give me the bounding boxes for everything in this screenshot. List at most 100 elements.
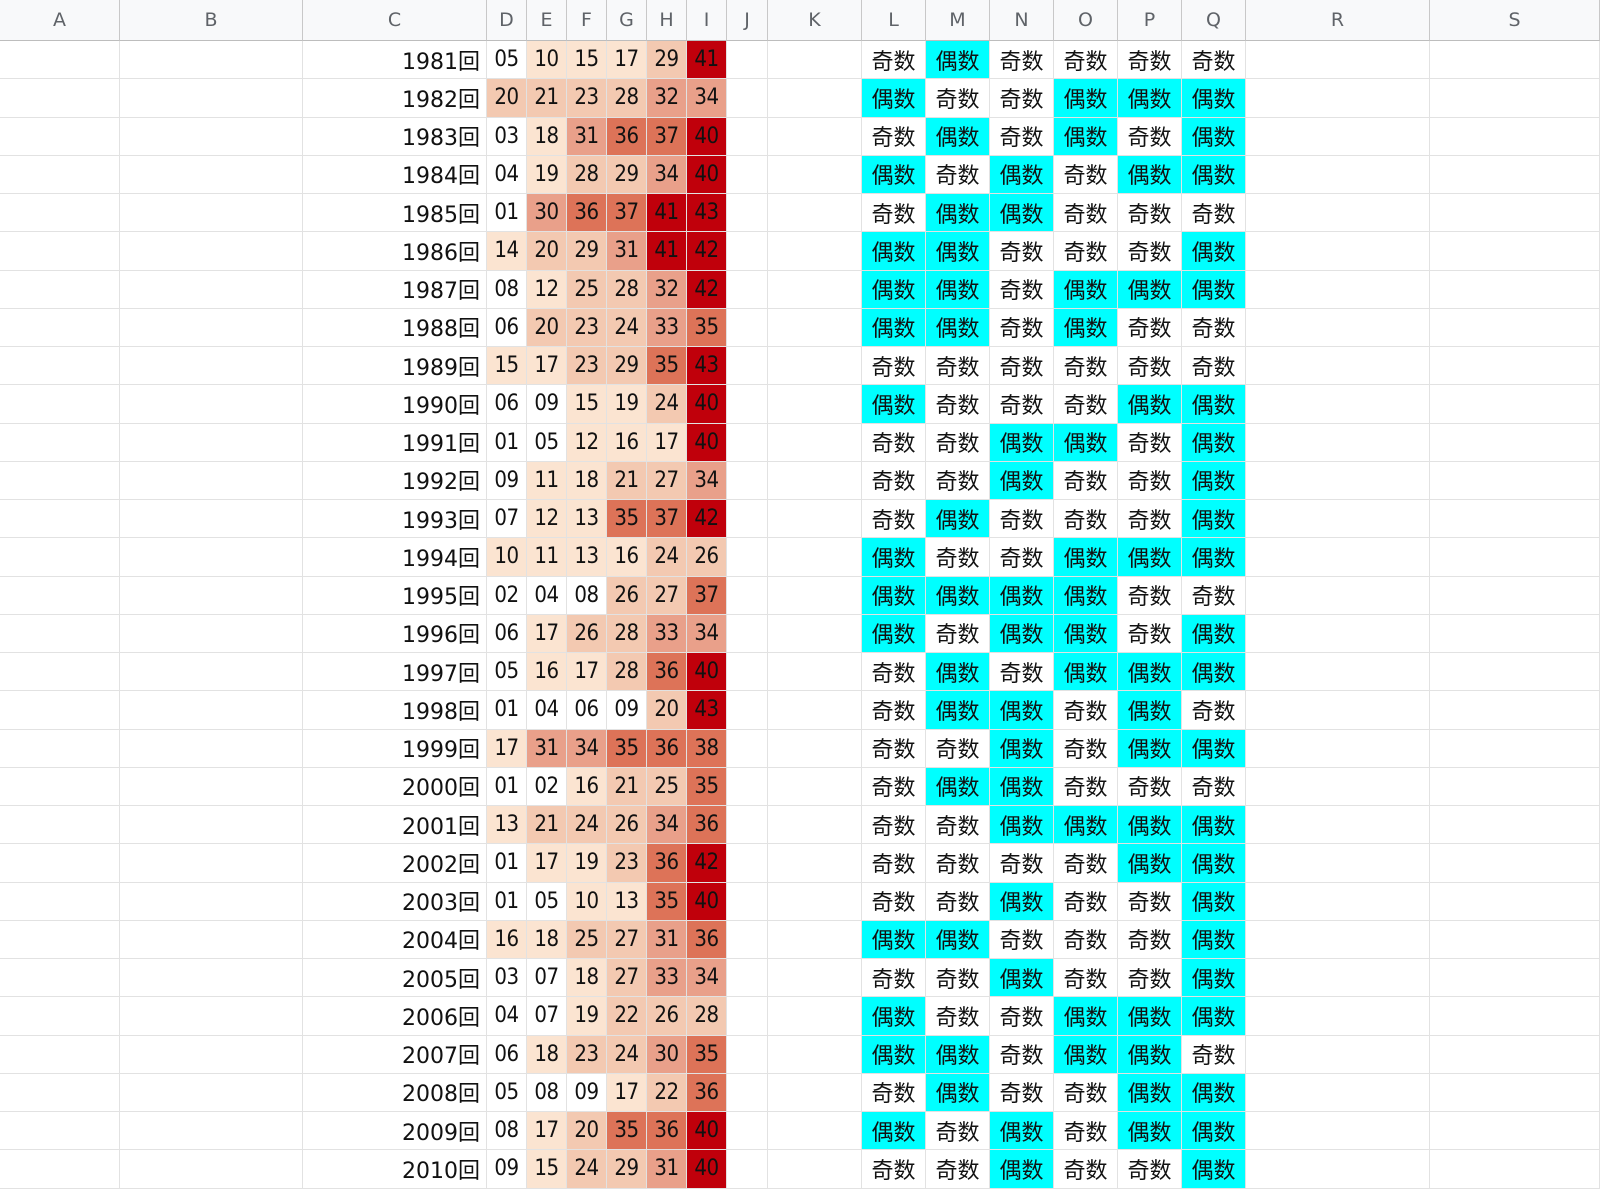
lottery-number-cell[interactable]: 16 <box>567 767 607 806</box>
empty-cell-r[interactable] <box>1246 117 1430 156</box>
parity-cell[interactable]: 偶数 <box>926 576 990 615</box>
empty-cell-a[interactable] <box>0 729 120 768</box>
empty-cell-b[interactable] <box>120 155 303 194</box>
empty-cell-k[interactable] <box>768 997 862 1036</box>
parity-cell[interactable]: 偶数 <box>926 270 990 309</box>
empty-cell-a[interactable] <box>0 461 120 500</box>
lottery-number-cell[interactable]: 30 <box>647 1035 687 1074</box>
empty-cell-b[interactable] <box>120 423 303 462</box>
lottery-number-cell[interactable]: 34 <box>647 806 687 845</box>
parity-cell[interactable]: 奇数 <box>1182 1035 1246 1074</box>
lottery-number-cell[interactable]: 20 <box>647 691 687 730</box>
lottery-number-cell[interactable]: 34 <box>687 461 727 500</box>
parity-cell[interactable]: 偶数 <box>1118 1073 1182 1112</box>
empty-cell-k[interactable] <box>768 194 862 233</box>
parity-cell[interactable]: 偶数 <box>1118 155 1182 194</box>
empty-cell-k[interactable] <box>768 538 862 577</box>
parity-cell[interactable]: 奇数 <box>990 844 1054 883</box>
empty-cell-r[interactable] <box>1246 385 1430 424</box>
lottery-number-cell[interactable]: 01 <box>487 194 527 233</box>
lottery-number-cell[interactable]: 29 <box>607 1150 647 1189</box>
parity-cell[interactable]: 奇数 <box>926 729 990 768</box>
draw-number-cell[interactable]: 2004回 <box>303 920 487 959</box>
parity-cell[interactable]: 奇数 <box>926 882 990 921</box>
parity-cell[interactable]: 奇数 <box>990 347 1054 386</box>
draw-number-cell[interactable]: 1991回 <box>303 423 487 462</box>
parity-cell[interactable]: 奇数 <box>862 767 926 806</box>
lottery-number-cell[interactable]: 23 <box>567 79 607 118</box>
lottery-number-cell[interactable]: 27 <box>607 920 647 959</box>
empty-cell-k[interactable] <box>768 79 862 118</box>
lottery-number-cell[interactable]: 19 <box>567 997 607 1036</box>
parity-cell[interactable]: 偶数 <box>862 232 926 271</box>
empty-cell-j[interactable] <box>727 844 768 883</box>
lottery-number-cell[interactable]: 42 <box>687 270 727 309</box>
parity-cell[interactable]: 奇数 <box>926 461 990 500</box>
empty-cell-a[interactable] <box>0 41 120 80</box>
column-header-l[interactable]: L <box>862 0 926 41</box>
lottery-number-cell[interactable]: 28 <box>607 653 647 692</box>
parity-cell[interactable]: 偶数 <box>1054 423 1118 462</box>
parity-cell[interactable]: 偶数 <box>1182 882 1246 921</box>
lottery-number-cell[interactable]: 08 <box>527 1073 567 1112</box>
parity-cell[interactable]: 奇数 <box>1054 1150 1118 1189</box>
column-header-g[interactable]: G <box>607 0 647 41</box>
empty-cell-r[interactable] <box>1246 844 1430 883</box>
parity-cell[interactable]: 奇数 <box>862 500 926 539</box>
empty-cell-j[interactable] <box>727 41 768 80</box>
empty-cell-a[interactable] <box>0 959 120 998</box>
parity-cell[interactable]: 奇数 <box>1118 614 1182 653</box>
draw-number-cell[interactable]: 2002回 <box>303 844 487 883</box>
lottery-number-cell[interactable]: 15 <box>527 1150 567 1189</box>
parity-cell[interactable]: 奇数 <box>990 653 1054 692</box>
parity-cell[interactable]: 奇数 <box>1182 576 1246 615</box>
empty-cell-s[interactable] <box>1430 1112 1600 1151</box>
column-header-n[interactable]: N <box>990 0 1054 41</box>
empty-cell-r[interactable] <box>1246 1112 1430 1151</box>
empty-cell-a[interactable] <box>0 347 120 386</box>
empty-cell-k[interactable] <box>768 882 862 921</box>
parity-cell[interactable]: 奇数 <box>990 308 1054 347</box>
parity-cell[interactable]: 奇数 <box>1118 194 1182 233</box>
empty-cell-b[interactable] <box>120 500 303 539</box>
parity-cell[interactable]: 奇数 <box>862 1150 926 1189</box>
parity-cell[interactable]: 奇数 <box>926 806 990 845</box>
column-header-h[interactable]: H <box>647 0 687 41</box>
empty-cell-a[interactable] <box>0 806 120 845</box>
empty-cell-a[interactable] <box>0 653 120 692</box>
lottery-number-cell[interactable]: 05 <box>527 423 567 462</box>
lottery-number-cell[interactable]: 33 <box>647 614 687 653</box>
lottery-number-cell[interactable]: 01 <box>487 691 527 730</box>
lottery-number-cell[interactable]: 20 <box>567 1112 607 1151</box>
lottery-number-cell[interactable]: 17 <box>527 347 567 386</box>
lottery-number-cell[interactable]: 28 <box>607 270 647 309</box>
lottery-number-cell[interactable]: 42 <box>687 500 727 539</box>
lottery-number-cell[interactable]: 23 <box>567 347 607 386</box>
parity-cell[interactable]: 奇数 <box>1054 691 1118 730</box>
lottery-number-cell[interactable]: 36 <box>687 806 727 845</box>
empty-cell-j[interactable] <box>727 461 768 500</box>
lottery-number-cell[interactable]: 15 <box>487 347 527 386</box>
empty-cell-b[interactable] <box>120 270 303 309</box>
parity-cell[interactable]: 偶数 <box>1182 270 1246 309</box>
lottery-number-cell[interactable]: 40 <box>687 385 727 424</box>
lottery-number-cell[interactable]: 09 <box>567 1073 607 1112</box>
lottery-number-cell[interactable]: 15 <box>567 41 607 80</box>
lottery-number-cell[interactable]: 36 <box>567 194 607 233</box>
lottery-number-cell[interactable]: 22 <box>647 1073 687 1112</box>
lottery-number-cell[interactable]: 16 <box>487 920 527 959</box>
lottery-number-cell[interactable]: 26 <box>607 806 647 845</box>
empty-cell-k[interactable] <box>768 423 862 462</box>
empty-cell-j[interactable] <box>727 729 768 768</box>
lottery-number-cell[interactable]: 09 <box>607 691 647 730</box>
lottery-number-cell[interactable]: 36 <box>687 1073 727 1112</box>
empty-cell-a[interactable] <box>0 882 120 921</box>
parity-cell[interactable]: 奇数 <box>862 347 926 386</box>
parity-cell[interactable]: 偶数 <box>990 155 1054 194</box>
lottery-number-cell[interactable]: 24 <box>647 385 687 424</box>
empty-cell-k[interactable] <box>768 767 862 806</box>
lottery-number-cell[interactable]: 34 <box>687 959 727 998</box>
empty-cell-b[interactable] <box>120 1150 303 1189</box>
empty-cell-b[interactable] <box>120 729 303 768</box>
lottery-number-cell[interactable]: 10 <box>567 882 607 921</box>
